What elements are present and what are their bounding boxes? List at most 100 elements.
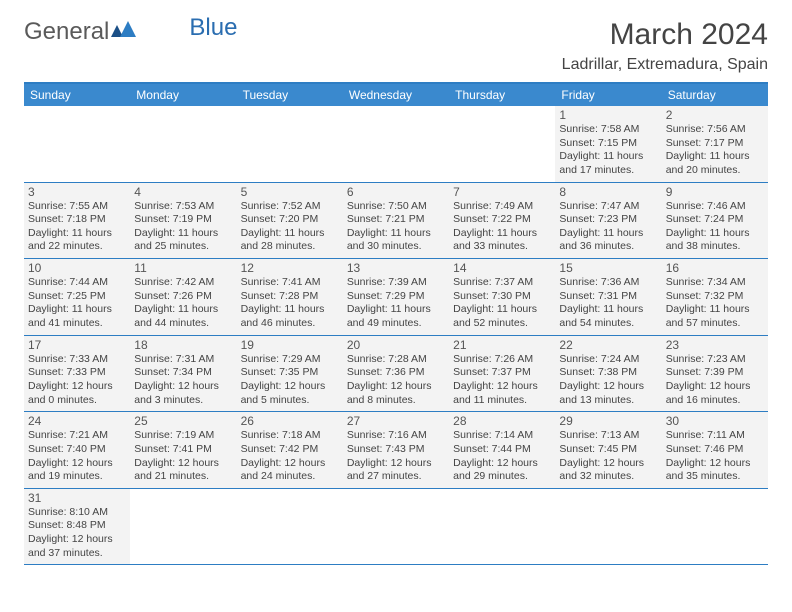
week-row: 1Sunrise: 7:58 AMSunset: 7:15 PMDaylight…	[24, 106, 768, 183]
day-info-line: Sunset: 7:33 PM	[28, 366, 126, 380]
day-info-line: Daylight: 11 hours	[241, 303, 339, 317]
day-info-line: Sunset: 7:44 PM	[453, 443, 551, 457]
day-info-line: Daylight: 12 hours	[666, 457, 764, 471]
day-number: 16	[666, 261, 764, 275]
day-info-line: and 52 minutes.	[453, 317, 551, 331]
day-cell: 15Sunrise: 7:36 AMSunset: 7:31 PMDayligh…	[555, 259, 661, 335]
day-cell: 14Sunrise: 7:37 AMSunset: 7:30 PMDayligh…	[449, 259, 555, 335]
day-info-line: Daylight: 12 hours	[453, 380, 551, 394]
day-info-line: and 36 minutes.	[559, 240, 657, 254]
day-cell: 27Sunrise: 7:16 AMSunset: 7:43 PMDayligh…	[343, 412, 449, 488]
day-number: 7	[453, 185, 551, 199]
day-info-line: Daylight: 11 hours	[559, 227, 657, 241]
day-info-line: Sunset: 7:28 PM	[241, 290, 339, 304]
day-info-line: Sunset: 7:34 PM	[134, 366, 232, 380]
day-info-line: Sunrise: 7:28 AM	[347, 353, 445, 367]
day-info-line: Daylight: 12 hours	[666, 380, 764, 394]
day-info-line: Sunset: 7:45 PM	[559, 443, 657, 457]
day-info-line: and 13 minutes.	[559, 394, 657, 408]
day-info-line: and 46 minutes.	[241, 317, 339, 331]
day-info-line: Sunset: 7:43 PM	[347, 443, 445, 457]
day-number: 18	[134, 338, 232, 352]
weekday-header: Monday	[130, 84, 236, 106]
day-info-line: Sunrise: 7:18 AM	[241, 429, 339, 443]
day-info-line: Sunset: 7:15 PM	[559, 137, 657, 151]
day-cell: 22Sunrise: 7:24 AMSunset: 7:38 PMDayligh…	[555, 336, 661, 412]
day-info-line: Daylight: 12 hours	[453, 457, 551, 471]
day-info-line: and 37 minutes.	[28, 547, 126, 561]
day-cell: 2Sunrise: 7:56 AMSunset: 7:17 PMDaylight…	[662, 106, 768, 182]
day-info-line: and 24 minutes.	[241, 470, 339, 484]
day-cell: 26Sunrise: 7:18 AMSunset: 7:42 PMDayligh…	[237, 412, 343, 488]
day-info-line: Sunrise: 7:39 AM	[347, 276, 445, 290]
day-cell: 30Sunrise: 7:11 AMSunset: 7:46 PMDayligh…	[662, 412, 768, 488]
week-row: 3Sunrise: 7:55 AMSunset: 7:18 PMDaylight…	[24, 183, 768, 260]
day-number: 8	[559, 185, 657, 199]
day-info-line: Sunrise: 7:21 AM	[28, 429, 126, 443]
day-number: 10	[28, 261, 126, 275]
day-info-line: Daylight: 11 hours	[347, 227, 445, 241]
day-info-line: Sunrise: 7:26 AM	[453, 353, 551, 367]
day-info-line: and 19 minutes.	[28, 470, 126, 484]
day-cell	[449, 106, 555, 182]
day-info-line: Sunrise: 7:23 AM	[666, 353, 764, 367]
weeks-container: 1Sunrise: 7:58 AMSunset: 7:15 PMDaylight…	[24, 106, 768, 565]
day-info-line: and 22 minutes.	[28, 240, 126, 254]
day-cell: 3Sunrise: 7:55 AMSunset: 7:18 PMDaylight…	[24, 183, 130, 259]
day-info-line: Daylight: 11 hours	[134, 227, 232, 241]
week-row: 24Sunrise: 7:21 AMSunset: 7:40 PMDayligh…	[24, 412, 768, 489]
day-info-line: Sunset: 7:46 PM	[666, 443, 764, 457]
day-cell: 21Sunrise: 7:26 AMSunset: 7:37 PMDayligh…	[449, 336, 555, 412]
day-number: 25	[134, 414, 232, 428]
day-info-line: Daylight: 12 hours	[347, 457, 445, 471]
day-cell	[237, 489, 343, 565]
day-number: 22	[559, 338, 657, 352]
day-info-line: Sunset: 7:29 PM	[347, 290, 445, 304]
day-info-line: and 3 minutes.	[134, 394, 232, 408]
day-cell	[24, 106, 130, 182]
day-cell: 6Sunrise: 7:50 AMSunset: 7:21 PMDaylight…	[343, 183, 449, 259]
day-number: 30	[666, 414, 764, 428]
day-number: 2	[666, 108, 764, 122]
day-info-line: Daylight: 12 hours	[28, 533, 126, 547]
day-number: 24	[28, 414, 126, 428]
day-info-line: Daylight: 11 hours	[559, 303, 657, 317]
day-info-line: Sunset: 7:21 PM	[347, 213, 445, 227]
day-info-line: Daylight: 12 hours	[559, 457, 657, 471]
weekday-header: Sunday	[24, 84, 130, 106]
day-number: 3	[28, 185, 126, 199]
day-number: 15	[559, 261, 657, 275]
day-number: 26	[241, 414, 339, 428]
day-number: 12	[241, 261, 339, 275]
day-cell	[237, 106, 343, 182]
day-info-line: Sunrise: 7:52 AM	[241, 200, 339, 214]
day-cell: 13Sunrise: 7:39 AMSunset: 7:29 PMDayligh…	[343, 259, 449, 335]
day-info-line: and 35 minutes.	[666, 470, 764, 484]
day-cell: 24Sunrise: 7:21 AMSunset: 7:40 PMDayligh…	[24, 412, 130, 488]
day-info-line: Sunrise: 8:10 AM	[28, 506, 126, 520]
week-row: 10Sunrise: 7:44 AMSunset: 7:25 PMDayligh…	[24, 259, 768, 336]
day-info-line: Sunset: 7:42 PM	[241, 443, 339, 457]
day-number: 14	[453, 261, 551, 275]
day-cell: 17Sunrise: 7:33 AMSunset: 7:33 PMDayligh…	[24, 336, 130, 412]
day-info-line: Sunrise: 7:36 AM	[559, 276, 657, 290]
day-info-line: Sunrise: 7:42 AM	[134, 276, 232, 290]
day-info-line: and 57 minutes.	[666, 317, 764, 331]
day-cell: 1Sunrise: 7:58 AMSunset: 7:15 PMDaylight…	[555, 106, 661, 182]
day-number: 23	[666, 338, 764, 352]
weekday-header: Thursday	[449, 84, 555, 106]
day-cell: 20Sunrise: 7:28 AMSunset: 7:36 PMDayligh…	[343, 336, 449, 412]
weekday-header: Tuesday	[237, 84, 343, 106]
day-info-line: and 32 minutes.	[559, 470, 657, 484]
weekday-header: Wednesday	[343, 84, 449, 106]
location-label: Ladrillar, Extremadura, Spain	[562, 56, 768, 74]
day-info-line: Sunset: 7:41 PM	[134, 443, 232, 457]
day-info-line: Sunrise: 7:46 AM	[666, 200, 764, 214]
week-row: 17Sunrise: 7:33 AMSunset: 7:33 PMDayligh…	[24, 336, 768, 413]
day-number: 11	[134, 261, 232, 275]
day-info-line: and 5 minutes.	[241, 394, 339, 408]
day-info-line: and 29 minutes.	[453, 470, 551, 484]
day-info-line: Sunrise: 7:14 AM	[453, 429, 551, 443]
day-info-line: and 27 minutes.	[347, 470, 445, 484]
day-cell: 9Sunrise: 7:46 AMSunset: 7:24 PMDaylight…	[662, 183, 768, 259]
